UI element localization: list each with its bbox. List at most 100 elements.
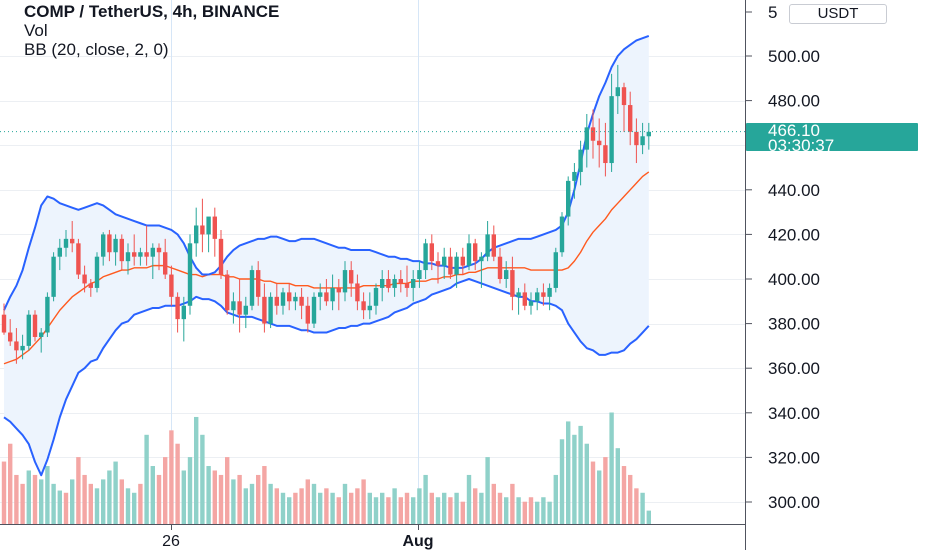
candle xyxy=(479,252,484,288)
volume-bar xyxy=(342,483,348,524)
candle xyxy=(597,118,602,168)
candle xyxy=(169,265,174,306)
candle-body xyxy=(435,261,441,266)
candle xyxy=(119,234,124,271)
candle xyxy=(1,303,7,335)
volume-bar xyxy=(63,492,69,524)
price-label: 380.00 xyxy=(768,315,820,334)
volume-bar xyxy=(485,457,490,524)
price-label-partial: 5 xyxy=(768,3,777,22)
volume-bar xyxy=(621,466,627,524)
candle-body xyxy=(280,292,286,306)
volume-bar xyxy=(76,457,81,524)
volume-bar xyxy=(423,474,428,524)
candle-body xyxy=(522,292,527,306)
bollinger-indicator-label[interactable]: BB (20, close, 2, 0) xyxy=(24,40,169,59)
chart-legend: COMP / TetherUS, 4h, BINANCE Vol BB (20,… xyxy=(24,2,279,59)
volume-bar xyxy=(51,483,56,524)
candle xyxy=(603,122,608,177)
symbol-title[interactable]: COMP / TetherUS, 4h, BINANCE xyxy=(24,2,280,21)
candle-body xyxy=(70,238,75,244)
candle-body xyxy=(76,243,81,275)
volume-bar xyxy=(212,470,217,524)
volume-bar xyxy=(566,421,571,524)
volume-bars xyxy=(1,412,651,524)
candle-body xyxy=(597,140,602,146)
last-price-label: 466.10 xyxy=(768,121,820,140)
candle-body xyxy=(20,345,25,351)
candle xyxy=(404,265,410,297)
candle-body xyxy=(566,180,571,217)
candle-body xyxy=(516,292,521,297)
price-label: 320.00 xyxy=(768,448,820,467)
volume-bar xyxy=(132,492,137,524)
candle xyxy=(572,163,577,199)
volume-bar xyxy=(448,497,453,524)
candle-body xyxy=(324,292,329,302)
candle xyxy=(361,292,366,320)
candle xyxy=(373,283,379,315)
volume-bar xyxy=(578,425,583,524)
volume-indicator-label[interactable]: Vol xyxy=(24,21,48,40)
candle-body xyxy=(392,279,397,288)
candle xyxy=(243,296,248,329)
last-price-badge: 466.10 03:30:37 xyxy=(746,121,918,155)
candle-body xyxy=(386,279,391,288)
bollinger-fill xyxy=(4,35,649,476)
candle-body xyxy=(218,238,224,275)
volume-bar xyxy=(442,492,447,524)
candle xyxy=(528,292,534,315)
candle-body xyxy=(32,314,38,337)
candle-body xyxy=(411,279,416,288)
volume-bar xyxy=(305,479,310,524)
candle xyxy=(324,279,329,306)
candle xyxy=(355,274,360,311)
candle-body xyxy=(256,270,261,297)
candle-body xyxy=(287,292,292,302)
candle-body xyxy=(175,296,180,320)
candle xyxy=(88,279,93,297)
volume-bar xyxy=(39,479,44,524)
candle-body xyxy=(63,238,69,248)
candle xyxy=(70,221,75,253)
candle xyxy=(39,328,44,353)
candle-body xyxy=(559,216,565,253)
volume-bar xyxy=(380,492,385,524)
volume-bar xyxy=(479,492,484,524)
candle-body xyxy=(268,296,273,324)
price-label: 340.00 xyxy=(768,404,820,423)
volume-bar xyxy=(491,483,496,524)
volume-bar xyxy=(194,416,199,524)
candle xyxy=(175,292,180,333)
volume-bar xyxy=(8,443,13,524)
candle xyxy=(342,261,348,302)
candle-body xyxy=(150,247,155,257)
time-axis-labels: 26 Aug xyxy=(162,525,434,550)
volume-bar xyxy=(144,434,149,524)
volume-bar xyxy=(324,488,329,524)
candle-body xyxy=(8,332,13,342)
candle xyxy=(82,265,87,293)
volume-bar xyxy=(231,479,236,524)
candle-body xyxy=(603,145,608,164)
candle-body xyxy=(429,243,434,262)
candlesticks xyxy=(1,64,651,364)
volume-bar xyxy=(411,497,416,524)
candle xyxy=(330,274,335,311)
candle-body xyxy=(404,283,410,288)
time-label: Aug xyxy=(402,533,433,550)
currency-button[interactable]: USDT xyxy=(789,4,887,24)
candle-body xyxy=(94,256,100,288)
candle-body xyxy=(572,171,577,181)
candle-body xyxy=(274,296,279,306)
candle-body xyxy=(138,252,143,257)
candle-body xyxy=(231,301,236,311)
candle-body xyxy=(473,243,478,262)
candle xyxy=(194,207,199,257)
volume-bar xyxy=(45,466,50,524)
candle xyxy=(411,270,416,302)
volume-bar xyxy=(373,497,379,524)
candle xyxy=(45,292,50,337)
